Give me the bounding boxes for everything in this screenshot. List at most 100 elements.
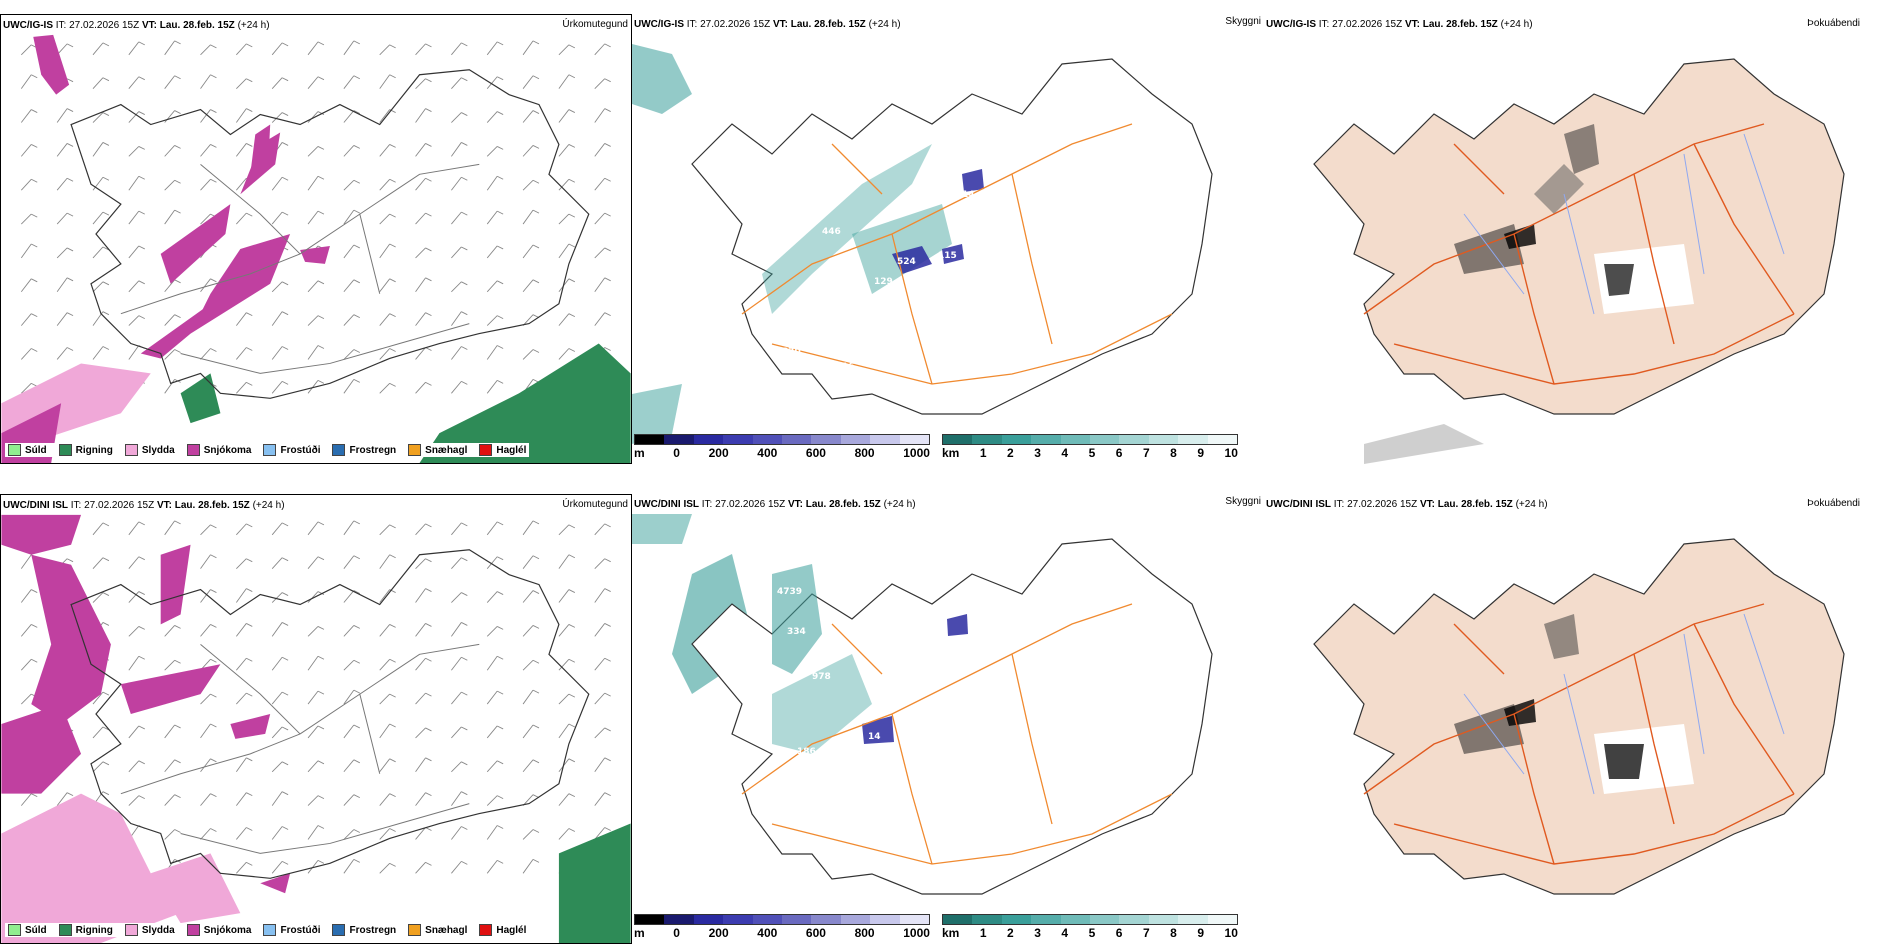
wind-barb <box>558 828 576 840</box>
wind-barb <box>20 589 38 603</box>
wind-barb <box>522 625 540 637</box>
wind-barb <box>415 277 432 293</box>
wind-barb <box>164 179 181 191</box>
wind-barb <box>200 74 217 89</box>
wind-barb <box>343 759 361 773</box>
wind-barb <box>522 858 540 874</box>
wind-barb <box>415 861 432 874</box>
wind-barb <box>164 520 181 536</box>
wind-barb <box>200 589 217 603</box>
wind-barb <box>164 209 181 225</box>
wind-barb <box>20 793 38 806</box>
visibility-map: 4739 334 978 99 116 186 37 14 <box>632 514 1213 895</box>
wind-barb <box>379 144 396 157</box>
wind-barb <box>20 178 38 191</box>
wind-barb <box>92 557 110 569</box>
wind-barb <box>92 112 110 123</box>
legend-sleet: Slydda <box>124 924 175 936</box>
wind-barb <box>558 793 576 806</box>
panel-title: UWC/IG-IS IT: 27.02.2026 15Z VT: Lau. 28… <box>3 20 270 31</box>
legend-swatch <box>263 924 277 936</box>
wind-barb <box>56 277 74 293</box>
vis-value: 978 <box>812 672 831 682</box>
vis-value: 129 <box>874 277 893 287</box>
panel-title: UWC/DINI ISL IT: 27.02.2026 15Z VT: Lau.… <box>634 499 916 510</box>
wind-barb <box>379 723 396 739</box>
wind-barb <box>594 523 611 536</box>
wind-barb <box>164 145 181 157</box>
vis-value: 524 <box>897 257 916 267</box>
wind-barb <box>271 860 289 874</box>
wind-barb <box>343 279 361 293</box>
wind-barb <box>164 110 181 123</box>
wind-barb <box>20 658 38 671</box>
wind-barb <box>271 656 289 671</box>
vis-value: 31 <box>802 317 815 327</box>
wind-barb <box>92 176 110 191</box>
wind-barb <box>594 657 611 671</box>
wind-barb <box>451 656 468 671</box>
panel-visibility-igis: UWC/IG-IS IT: 27.02.2026 15Z VT: Lau. 28… <box>632 14 1264 464</box>
wind-barb <box>594 277 611 293</box>
wind-barb <box>558 178 576 191</box>
wind-barb <box>20 348 38 360</box>
wind-barb <box>486 315 504 326</box>
wind-barb <box>20 44 38 56</box>
legend-swatch <box>186 924 200 936</box>
wind-barb <box>128 76 145 89</box>
legend-swatch <box>124 444 138 456</box>
panel-title: UWC/DINI ISL IT: 27.02.2026 15Z VT: Lau.… <box>1266 499 1548 510</box>
wind-barb <box>379 624 396 637</box>
wind-barb <box>92 211 110 225</box>
rivers <box>1463 133 1785 315</box>
roads <box>120 163 480 374</box>
wind-barb <box>451 557 468 569</box>
wind-barb <box>343 110 361 123</box>
panel-fog-index-igis: UWC/IG-IS IT: 27.02.2026 15Z VT: Lau. 28… <box>1264 14 1900 464</box>
wind-barb <box>558 658 576 671</box>
wind-barb <box>594 827 611 840</box>
wind-barb <box>558 589 576 603</box>
wind-barb <box>415 623 432 637</box>
wind-barb <box>451 42 468 56</box>
wind-barb <box>594 757 611 773</box>
wind-barb <box>236 381 253 394</box>
wind-barb <box>415 727 432 739</box>
wind-barb <box>451 761 468 773</box>
wind-barb <box>415 792 432 806</box>
wind-barb <box>451 281 468 293</box>
visibility-km-colorbar: km 1 2 3 4 5 6 7 8 9 10 <box>942 914 1238 940</box>
wind-barb <box>307 859 325 874</box>
wind-barb <box>236 623 253 637</box>
wind-barb <box>56 43 74 56</box>
wind-barb <box>415 247 432 259</box>
fog-map <box>1313 538 1845 895</box>
wind-barb <box>451 211 468 225</box>
vis-value: 115 <box>938 251 957 261</box>
wind-barb <box>307 175 325 191</box>
wind-barb <box>379 243 396 259</box>
wind-barb <box>271 691 289 705</box>
wind-barb <box>92 726 110 739</box>
wind-barb <box>271 380 289 394</box>
wind-barb <box>558 144 576 157</box>
wind-barb <box>128 280 145 293</box>
wind-barb <box>594 143 611 157</box>
legend-hail: Haglél <box>479 924 526 936</box>
wind-barb <box>307 315 325 326</box>
wind-barb <box>594 78 611 89</box>
precip-areas <box>1 34 631 463</box>
wind-barb <box>164 659 181 671</box>
wind-barb <box>128 210 145 225</box>
wind-barb <box>415 588 432 603</box>
wind-barb <box>235 757 253 773</box>
wind-barb <box>307 825 325 840</box>
colorbar-strip <box>942 914 1238 925</box>
wind-barb <box>200 624 217 637</box>
vis-value: 14 <box>962 190 975 200</box>
wind-barb <box>164 724 181 739</box>
colorbar-strip <box>942 434 1238 445</box>
wind-barb <box>128 725 145 739</box>
wind-barb <box>20 313 38 326</box>
iceland-coastline <box>691 58 1213 415</box>
